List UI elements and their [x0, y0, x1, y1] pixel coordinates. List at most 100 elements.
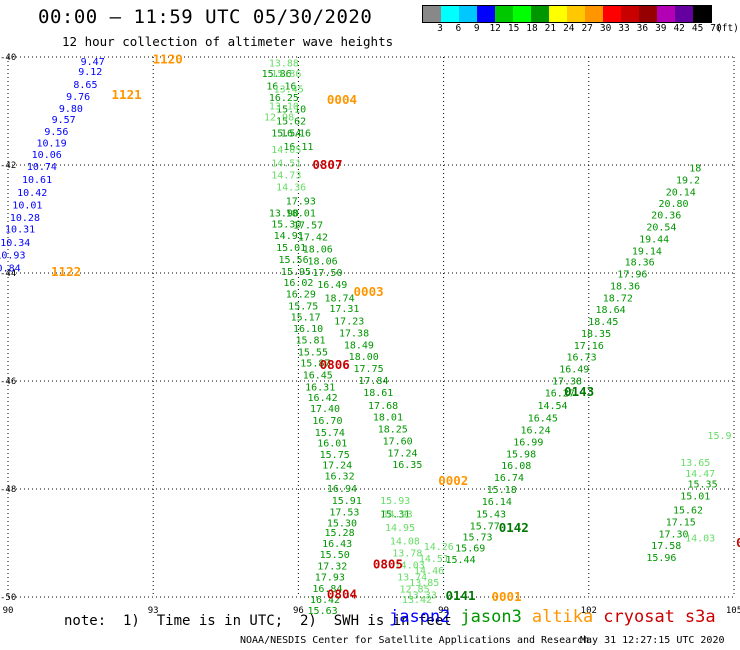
wave-height-point: 15.54: [271, 129, 301, 140]
legend-entry: cryosat: [603, 607, 675, 627]
wave-height-point: 18.74: [324, 293, 354, 304]
wave-height-point: 15.44: [445, 555, 475, 566]
wave-height-point: 17.93: [286, 197, 316, 208]
color-swatch: [639, 6, 657, 22]
wave-height-point: 14.05: [271, 145, 301, 156]
color-swatch: [549, 6, 567, 22]
wave-height-point: 16.49: [559, 365, 589, 376]
wave-height-point: 9.57: [52, 115, 76, 126]
wave-height-point: 12.85: [400, 584, 430, 595]
wave-height-point: 17.15: [666, 517, 696, 528]
wave-height-point: 10.74: [27, 162, 57, 173]
color-scale-tick: 27: [581, 23, 593, 34]
wave-height-point: 16.10: [293, 324, 323, 335]
time-marker: 02: [736, 535, 740, 550]
wave-height-point: 8.65: [73, 80, 97, 91]
wave-height-point: 15.96: [646, 553, 676, 564]
wave-height-point: 13.85: [409, 578, 439, 589]
wave-height-point: 9.47: [81, 57, 105, 68]
wave-height-point: 16.08: [501, 461, 531, 472]
wave-height-point: 15.30: [271, 219, 301, 230]
wave-height-point: 15.50: [320, 550, 350, 561]
wave-height-point: 18.36: [610, 281, 640, 292]
satellite-legend: jason2 jason3 altika cryosat s3a: [389, 607, 726, 627]
color-swatch: [423, 6, 441, 22]
wave-height-point: 14.95: [385, 523, 415, 534]
wave-height-point: 16.02: [283, 278, 313, 289]
wave-height-point: 15.35: [687, 480, 717, 491]
wave-height-point: 16.31: [305, 382, 335, 393]
color-swatch: [603, 6, 621, 22]
wave-height-point: 10.31: [5, 225, 35, 236]
wave-height-point: 18.45: [588, 317, 618, 328]
wave-height-point: 17.38: [339, 328, 369, 339]
color-scale-tick: 9: [473, 23, 480, 34]
wave-height-point: 15.10: [276, 104, 306, 115]
wave-height-point: 16.73: [566, 353, 596, 364]
wave-height-point: 13.88: [269, 58, 299, 69]
wave-height-point: 13.10: [269, 102, 299, 113]
wave-height-point: 17.93: [315, 572, 345, 583]
wave-height-point: 17.32: [317, 562, 347, 573]
color-scale-tick: 33: [618, 23, 630, 34]
wave-height-point: 14.08: [390, 536, 420, 547]
wave-height-point: 16.84: [312, 584, 342, 595]
wave-height-point: 19.2: [676, 176, 700, 187]
time-marker: 0807: [312, 157, 342, 172]
wave-height-point: 20.36: [651, 211, 681, 222]
time-marker: 1122: [51, 264, 81, 279]
color-swatch: [459, 6, 477, 22]
color-swatch: [693, 6, 711, 22]
wave-height-point: 16.16: [281, 129, 311, 140]
wave-height-point: 15.86: [271, 69, 301, 80]
wave-height-point: 10.01: [12, 200, 42, 211]
wave-height-point: 13.78: [392, 549, 422, 560]
legend-entry: jason3: [460, 607, 522, 627]
wave-height-point: 12.98: [264, 112, 294, 123]
wave-height-point: 10.06: [32, 150, 62, 161]
wave-height-point: 15.63: [308, 606, 338, 617]
wave-height-point: 18.25: [378, 425, 408, 436]
color-swatch: [441, 6, 459, 22]
color-scale-tick: 30: [599, 23, 612, 34]
wave-height-point: 16.42: [310, 595, 340, 606]
wave-height-point: 15.91: [332, 496, 362, 507]
wave-height-point: 18.01: [373, 413, 403, 424]
color-scale-tick: 24: [563, 23, 575, 34]
y-tick-label: -44: [0, 269, 16, 279]
legend-entry: jason2: [389, 607, 451, 627]
x-tick-label: 102: [581, 606, 597, 616]
wave-height-point: 17.42: [298, 232, 328, 243]
wave-height-point: 13.90: [269, 209, 299, 220]
wave-height-point: 14.91: [274, 231, 304, 242]
wave-height-point: 16.01: [317, 439, 347, 450]
wave-height-point: 14.51: [271, 158, 301, 169]
wave-height-point: 10.19: [37, 138, 67, 149]
wave-height-point: 16.27: [545, 388, 575, 399]
wave-height-point: 18.61: [363, 388, 393, 399]
wave-height-point: 17.30: [658, 529, 688, 540]
time-marker: 0806: [320, 357, 350, 372]
wave-height-point: 16.32: [324, 472, 354, 483]
wave-height-point: 16.45: [528, 414, 558, 425]
wave-height-point: 18.06: [303, 245, 333, 256]
wave-height-point: 18.01: [286, 209, 316, 220]
wave-height-point: 18.35: [581, 329, 611, 340]
wave-height-point: 15.81: [295, 335, 325, 346]
wave-height-point: 17.31: [329, 304, 359, 315]
footnote: note: 1) Time is in UTC; 2) SWH is in fe…: [64, 613, 452, 629]
y-tick-label: -50: [0, 593, 16, 603]
time-marker: 0141: [445, 588, 475, 603]
time-marker: 1120: [153, 52, 183, 67]
wave-height-point: 13.65: [680, 458, 710, 469]
wave-height-point: 20.54: [646, 223, 676, 234]
time-marker: 0804: [327, 586, 357, 601]
wave-height-point: 15.77: [470, 522, 500, 533]
wave-height-point: 14.47: [685, 469, 715, 480]
wave-height-point: 17.53: [329, 508, 359, 519]
wave-height-point: 17.68: [368, 401, 398, 412]
color-swatch: [531, 6, 549, 22]
wave-height-point: 16.42: [308, 393, 338, 404]
wave-height-point: 15.43: [476, 509, 506, 520]
